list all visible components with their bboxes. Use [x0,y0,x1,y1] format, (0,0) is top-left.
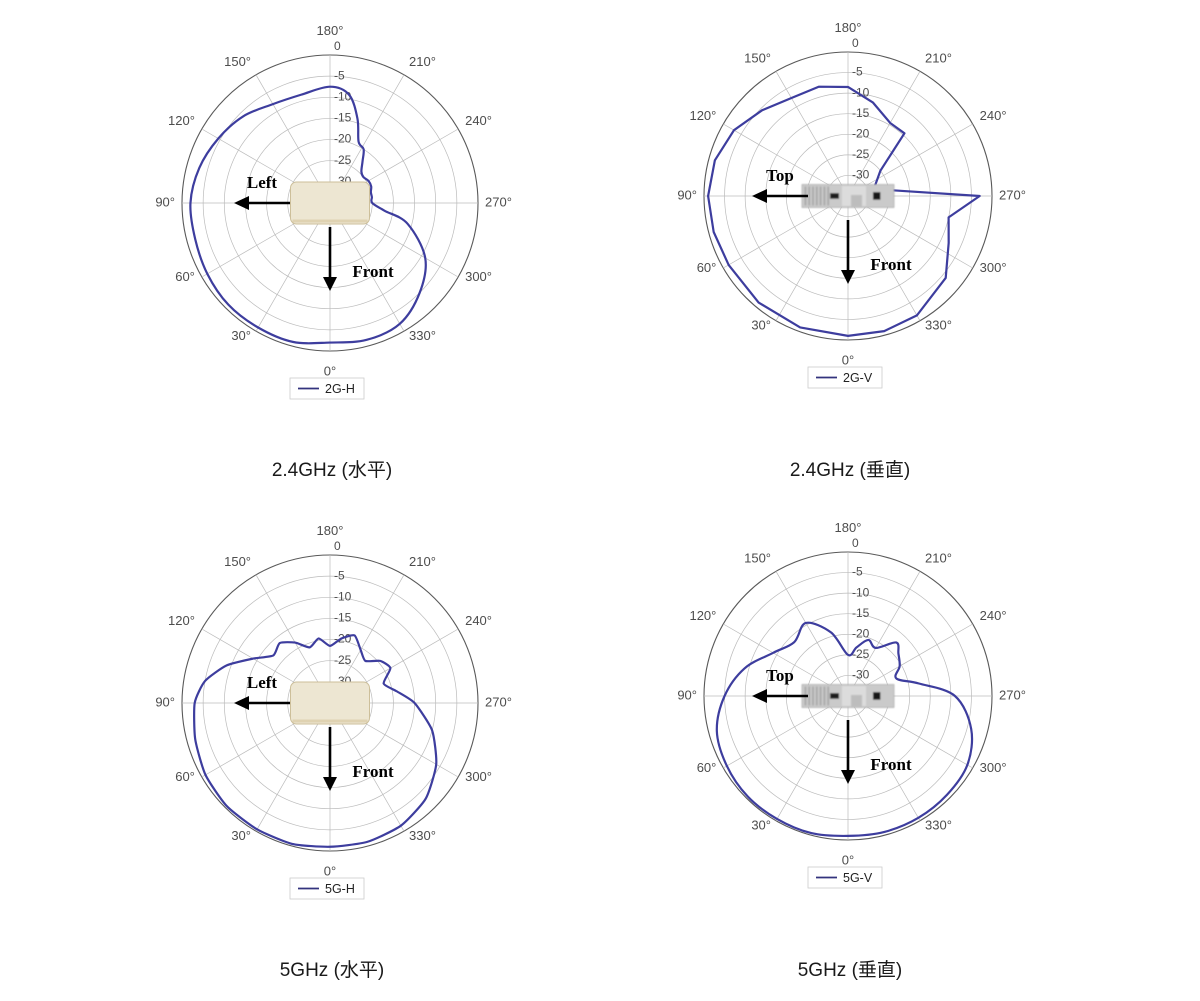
svg-text:-5: -5 [334,568,345,582]
svg-text:150°: 150° [224,54,251,69]
svg-text:270°: 270° [485,194,512,209]
svg-text:0: 0 [852,36,859,50]
svg-text:30°: 30° [751,317,771,332]
svg-text:60°: 60° [697,260,717,275]
svg-text:-15: -15 [334,111,352,125]
svg-text:0: 0 [852,536,859,550]
svg-text:60°: 60° [697,760,717,775]
svg-text:-20: -20 [334,132,352,146]
svg-text:-30: -30 [852,168,870,182]
svg-text:60°: 60° [175,769,195,784]
svg-text:Front: Front [352,762,394,781]
svg-text:-5: -5 [334,68,345,82]
svg-text:Left: Left [247,673,278,692]
svg-text:300°: 300° [980,260,1007,275]
svg-text:270°: 270° [999,687,1026,702]
svg-text:0°: 0° [842,353,854,368]
svg-text:-25: -25 [334,653,352,667]
svg-text:120°: 120° [168,113,195,128]
svg-text:Top: Top [766,666,794,685]
svg-text:30°: 30° [751,817,771,832]
svg-text:210°: 210° [925,51,952,66]
svg-text:210°: 210° [925,551,952,566]
svg-text:2G-H: 2G-H [325,382,355,396]
svg-text:150°: 150° [744,51,771,66]
svg-text:330°: 330° [925,817,952,832]
svg-text:-10: -10 [334,589,352,603]
svg-text:0°: 0° [324,364,336,379]
svg-text:210°: 210° [409,54,436,69]
svg-text:Front: Front [870,255,912,274]
svg-text:150°: 150° [744,551,771,566]
svg-text:-10: -10 [852,585,870,599]
svg-text:150°: 150° [224,554,251,569]
svg-text:90°: 90° [155,194,175,209]
svg-text:300°: 300° [980,760,1007,775]
svg-text:-30: -30 [852,668,870,682]
svg-text:240°: 240° [980,608,1007,623]
svg-text:30°: 30° [231,328,251,343]
svg-text:180°: 180° [835,20,862,35]
svg-text:-20: -20 [852,626,870,640]
svg-text:5G-V: 5G-V [843,871,873,885]
svg-text:120°: 120° [689,108,716,123]
svg-text:Front: Front [352,262,394,281]
svg-text:330°: 330° [409,328,436,343]
svg-text:60°: 60° [175,269,195,284]
svg-text:210°: 210° [409,554,436,569]
svg-text:240°: 240° [465,113,492,128]
svg-text:90°: 90° [677,187,697,202]
svg-text:0: 0 [334,39,341,53]
svg-text:90°: 90° [155,694,175,709]
svg-text:-15: -15 [852,106,870,120]
svg-text:0°: 0° [324,864,336,879]
svg-text:-25: -25 [852,147,870,161]
svg-text:Left: Left [247,173,278,192]
svg-text:330°: 330° [409,828,436,843]
svg-text:120°: 120° [168,613,195,628]
svg-text:5G-H: 5G-H [325,882,355,896]
svg-text:90°: 90° [677,687,697,702]
svg-text:180°: 180° [317,23,344,38]
svg-text:30°: 30° [231,828,251,843]
svg-text:-10: -10 [334,89,352,103]
svg-text:-25: -25 [334,153,352,167]
svg-text:300°: 300° [465,769,492,784]
svg-text:180°: 180° [835,520,862,535]
svg-text:120°: 120° [689,608,716,623]
svg-text:-20: -20 [852,126,870,140]
svg-text:Front: Front [870,755,912,774]
svg-text:-5: -5 [852,565,863,579]
svg-text:270°: 270° [999,187,1026,202]
svg-text:330°: 330° [925,317,952,332]
svg-text:-15: -15 [334,611,352,625]
svg-text:0: 0 [334,539,341,553]
svg-text:240°: 240° [465,613,492,628]
svg-text:240°: 240° [980,108,1007,123]
svg-text:0°: 0° [842,853,854,868]
svg-text:-5: -5 [852,65,863,79]
svg-text:270°: 270° [485,694,512,709]
svg-text:2G-V: 2G-V [843,371,873,385]
svg-text:Top: Top [766,166,794,185]
svg-text:-15: -15 [852,606,870,620]
svg-text:180°: 180° [317,523,344,538]
svg-text:300°: 300° [465,269,492,284]
